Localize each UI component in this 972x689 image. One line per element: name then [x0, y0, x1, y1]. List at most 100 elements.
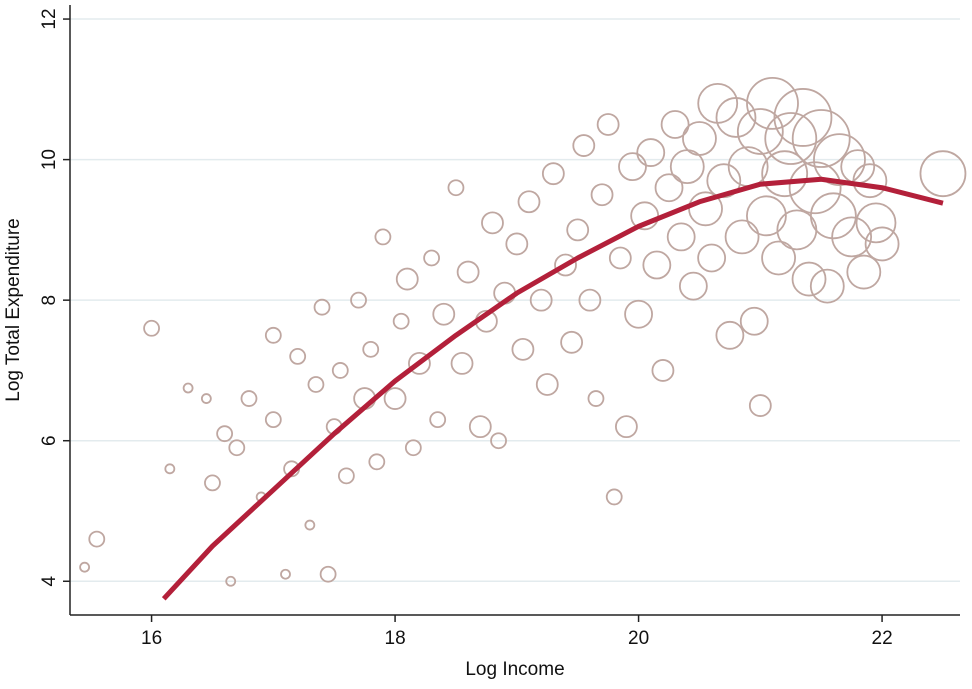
x-tick-label: 18 — [385, 628, 406, 649]
bubble — [624, 299, 653, 329]
bubble — [374, 228, 392, 246]
bubble — [809, 268, 845, 304]
bubble — [596, 113, 620, 136]
bubble — [715, 97, 757, 138]
bubble — [791, 109, 851, 168]
bubble — [490, 432, 507, 450]
bubble — [736, 108, 784, 155]
bubble — [773, 88, 833, 147]
bubble — [566, 218, 590, 242]
bubble — [618, 152, 647, 182]
bubble — [337, 467, 355, 485]
bubble — [587, 390, 605, 407]
bubble — [864, 226, 900, 262]
bubble — [578, 288, 602, 312]
bubble — [846, 254, 882, 290]
bubble — [608, 246, 632, 270]
bubble — [715, 320, 745, 350]
bubble — [855, 202, 897, 244]
bubble — [724, 219, 760, 255]
bubble — [666, 222, 696, 252]
bubble — [511, 337, 535, 361]
bubble — [164, 463, 176, 475]
bubble — [535, 373, 559, 396]
bubble — [228, 439, 246, 457]
bubble — [143, 319, 160, 337]
bubble — [746, 76, 799, 130]
bubble — [654, 173, 684, 203]
bubble — [642, 250, 672, 280]
bubble — [216, 425, 234, 443]
bubble — [788, 161, 842, 215]
y-tick-label: 8 — [39, 295, 60, 306]
bubble — [697, 243, 727, 273]
x-tick-label: 22 — [872, 628, 893, 649]
bubble — [605, 488, 623, 506]
bubble — [362, 340, 380, 358]
bubble — [468, 415, 492, 439]
bubble — [450, 352, 474, 375]
bubble — [404, 439, 422, 457]
bubble — [368, 453, 386, 471]
y-tick-label: 4 — [39, 576, 60, 587]
bubble — [660, 110, 690, 139]
bubble — [392, 312, 410, 330]
bubble — [761, 240, 796, 276]
bubble — [313, 298, 331, 316]
bubble — [395, 267, 419, 291]
bubble — [200, 393, 212, 404]
bubble — [79, 561, 91, 573]
bubble — [590, 183, 614, 207]
bubble — [447, 179, 465, 197]
bubble — [615, 415, 638, 439]
bubble — [852, 163, 888, 199]
bubble — [432, 302, 456, 326]
bubble — [813, 133, 866, 187]
bubble — [636, 138, 666, 167]
bubble — [456, 260, 480, 284]
bubble — [919, 150, 967, 198]
bubble — [240, 390, 258, 407]
bubble — [264, 326, 282, 344]
bubble — [746, 195, 787, 237]
bubble — [682, 121, 717, 156]
bubble — [678, 271, 708, 301]
bubble — [307, 376, 325, 393]
y-tick-label: 10 — [39, 149, 60, 170]
bubble — [423, 249, 441, 267]
bubble — [560, 330, 584, 354]
bubble — [408, 352, 431, 375]
bubble — [739, 306, 769, 336]
bubble — [748, 394, 772, 417]
bubble — [481, 211, 504, 235]
bubble — [204, 474, 221, 492]
bubble — [505, 232, 529, 256]
bubble — [264, 411, 282, 429]
bubble — [350, 291, 367, 309]
bubble — [319, 565, 337, 583]
bubble — [831, 216, 873, 258]
bubble — [541, 162, 565, 186]
bubble — [727, 146, 769, 188]
bubble — [764, 112, 818, 165]
bubble — [791, 261, 827, 297]
bubble — [572, 134, 596, 157]
bubble — [761, 150, 809, 198]
bubble — [517, 190, 541, 214]
bubble — [331, 362, 349, 379]
y-tick-label: 6 — [39, 435, 60, 446]
y-axis-label: Log Total Expenditure — [3, 218, 24, 401]
x-tick-label: 20 — [628, 628, 649, 649]
bubble — [429, 411, 447, 429]
y-tick-label: 12 — [39, 8, 60, 29]
bubble — [280, 568, 291, 580]
bubble — [697, 82, 739, 124]
bubble — [304, 519, 316, 531]
bubble — [225, 575, 237, 587]
bubble — [809, 192, 857, 240]
bubble — [529, 288, 553, 312]
bubble — [88, 530, 106, 548]
bubble — [554, 253, 577, 277]
fit-line — [161, 176, 944, 601]
